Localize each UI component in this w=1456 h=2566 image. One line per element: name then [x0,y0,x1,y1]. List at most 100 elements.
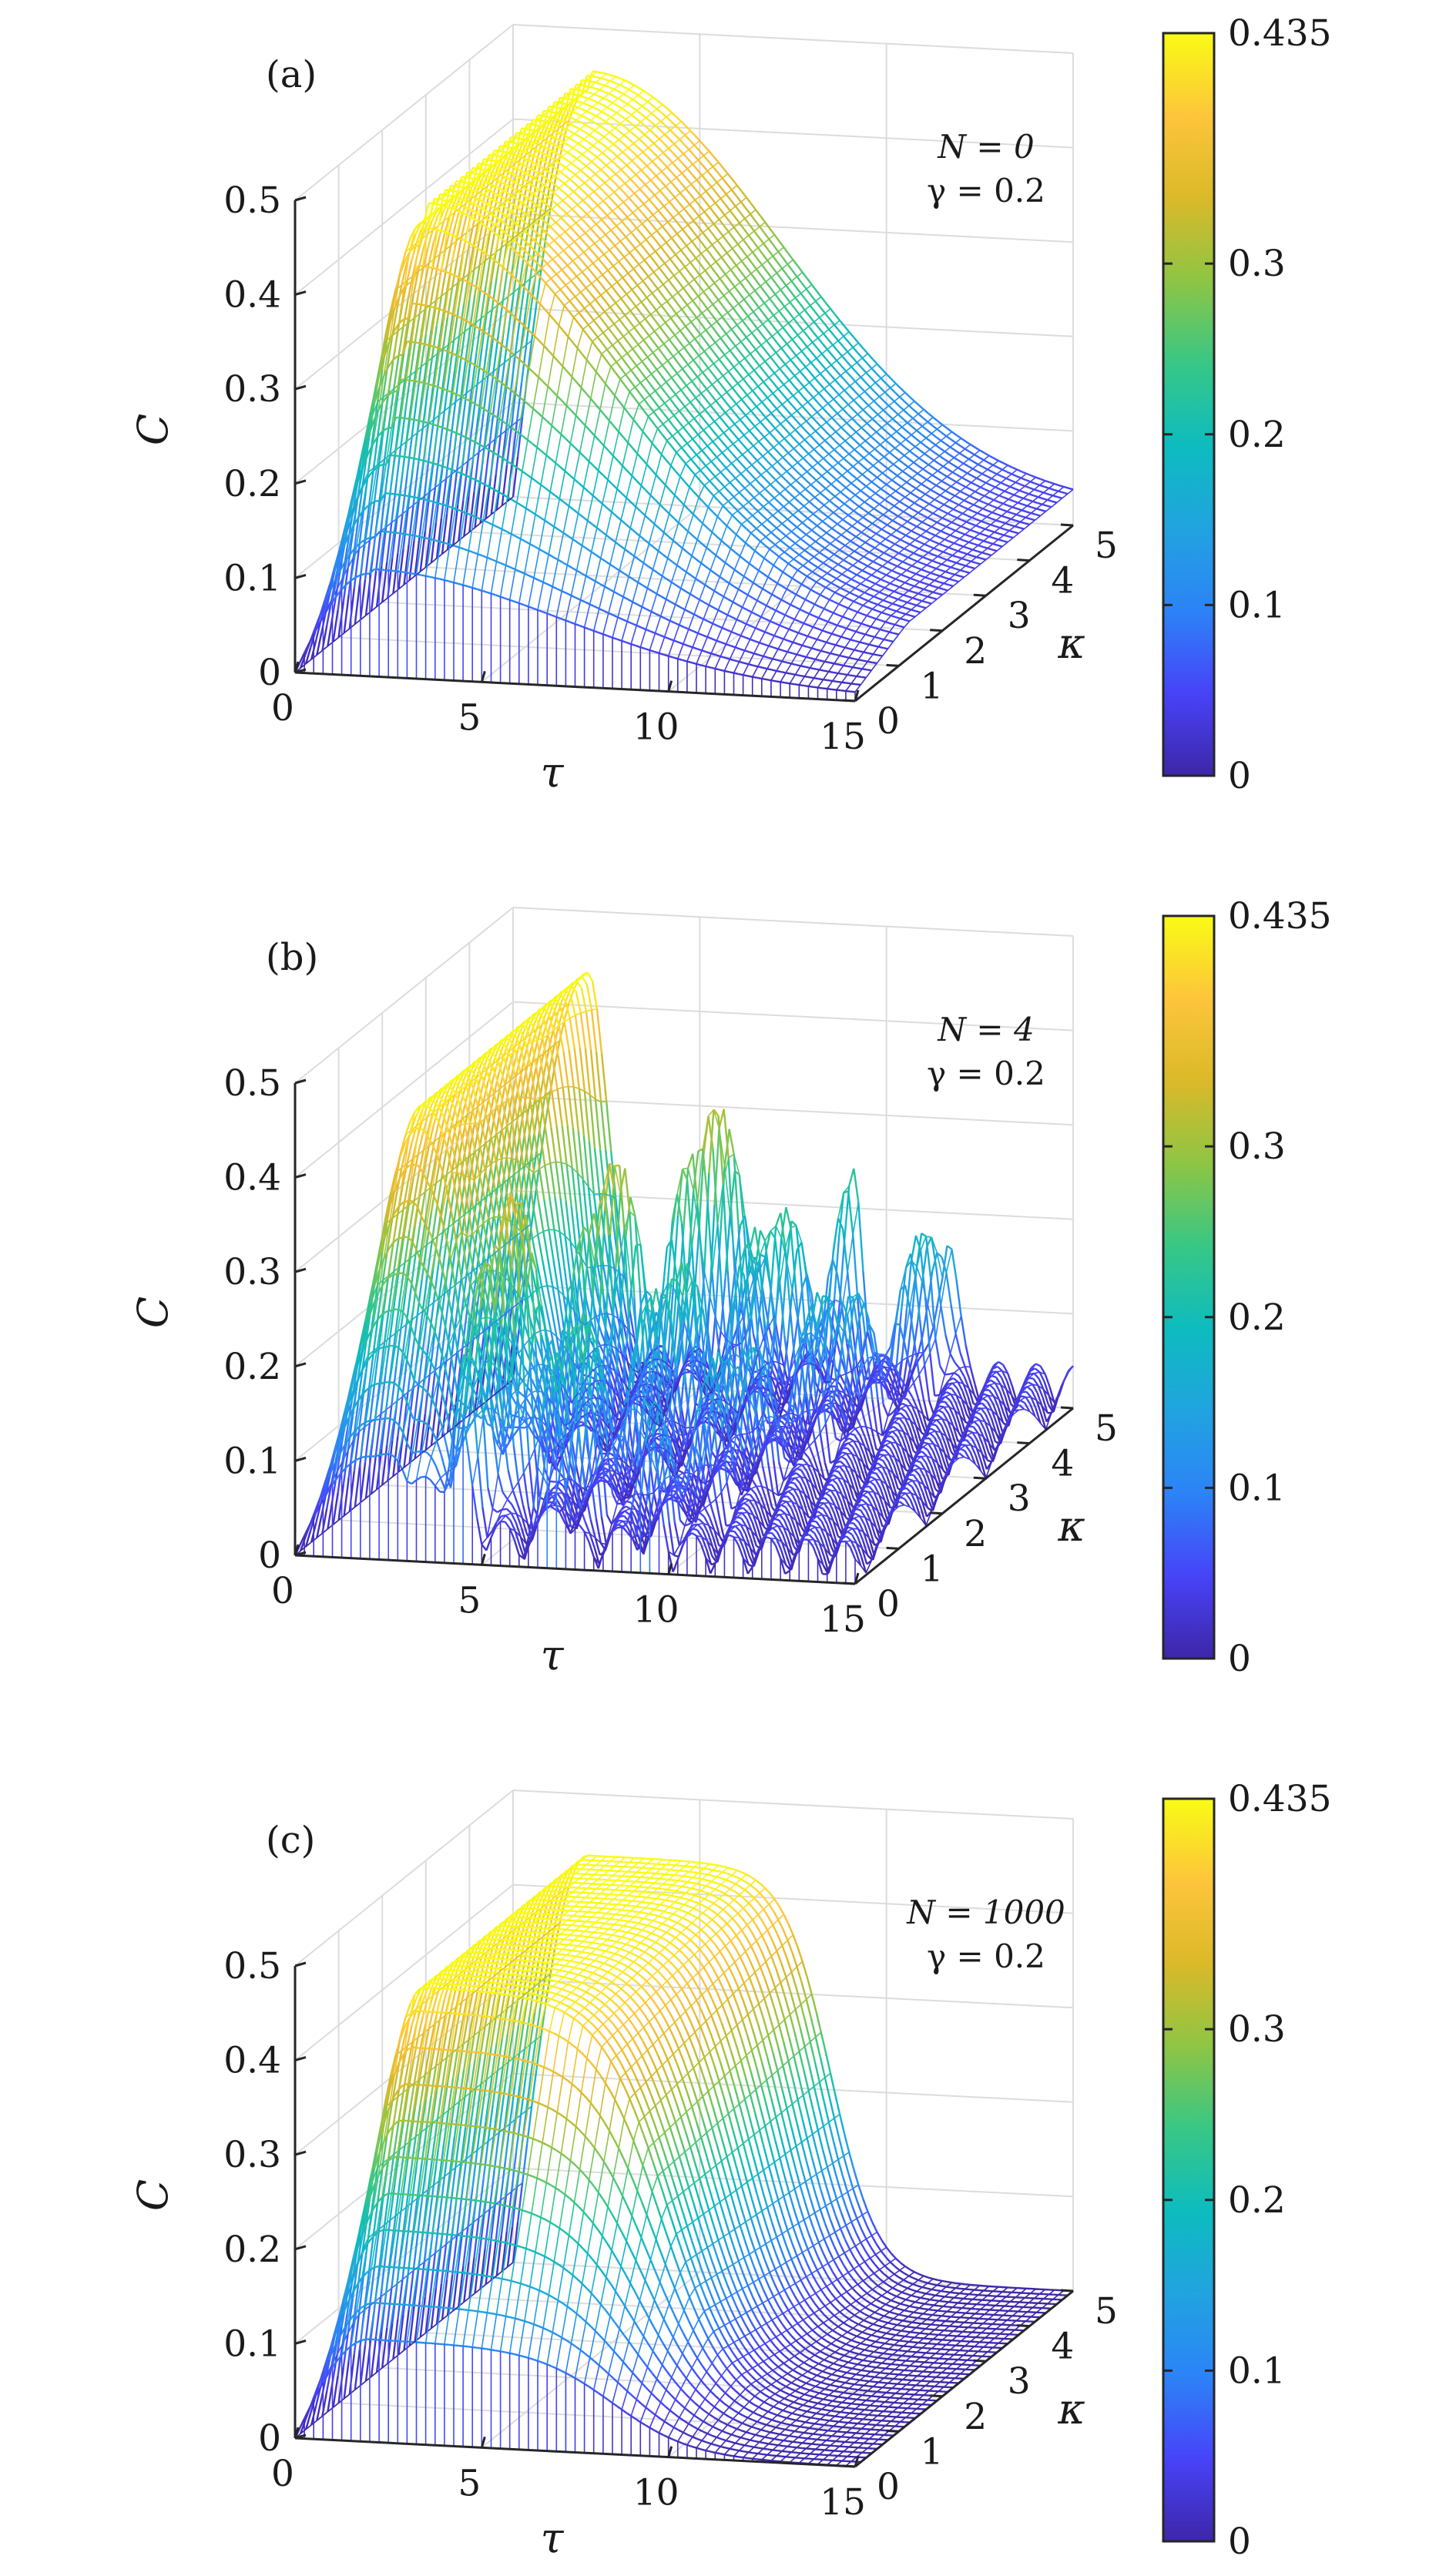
mesh-segment [667,211,674,219]
mesh-segment [843,335,850,343]
mesh-segment [583,96,589,100]
mesh-segment [739,351,746,359]
mesh-segment [485,166,492,178]
mesh-segment [637,207,644,215]
mesh-segment [714,411,721,418]
mesh-segment [623,134,630,140]
mesh-segment [750,464,757,471]
mesh-segment [672,424,679,433]
mesh-segment [878,549,885,554]
mesh-segment [810,666,815,670]
mesh-segment [1024,522,1030,526]
mesh-segment [810,416,817,423]
mesh-segment [773,497,780,503]
mesh-segment [687,158,694,166]
mesh-segment [597,326,604,334]
mesh-segment [1054,482,1060,487]
mesh-segment [733,297,740,305]
mesh-segment [557,254,564,261]
mesh-segment [871,427,877,433]
mesh-segment [478,185,485,190]
mesh-segment [713,282,720,290]
mesh-segment [711,176,718,183]
mesh-segment [872,515,879,520]
mesh-segment [636,156,643,162]
mesh-segment [757,585,763,590]
mesh-segment [676,176,683,184]
mesh-segment [513,287,521,323]
mesh-segment [567,109,573,113]
mesh-segment [509,176,517,198]
mesh-segment [1063,485,1069,489]
mesh-segment [693,348,700,357]
mesh-segment [799,683,804,687]
mesh-segment [403,544,410,585]
mesh-segment [802,457,809,464]
mesh-segment [657,210,664,217]
mesh-segment [602,97,609,102]
mesh-segment [770,484,776,490]
mesh-segment [938,586,944,590]
mesh-segment [710,551,717,556]
mesh-segment [871,473,878,478]
mesh-segment [1011,506,1018,510]
mesh-segment [854,649,860,652]
mesh-segment [613,323,620,331]
mesh-segment [838,663,844,667]
mesh-segment [480,179,485,183]
mesh-segment [469,180,476,191]
mesh-segment [593,190,599,197]
mesh-segment [619,130,626,136]
mesh-segment [965,527,971,532]
mesh-segment [794,488,801,495]
mesh-segment [756,395,763,403]
mesh-segment [867,606,873,610]
mesh-segment [629,129,636,136]
mesh-segment [990,484,996,488]
mesh-segment [648,93,654,99]
mesh-segment [842,518,848,524]
mesh-segment [643,193,650,200]
mesh-segment [535,242,542,275]
mesh-segment [761,523,767,529]
mesh-segment [653,341,659,349]
mesh-segment [877,603,883,608]
mesh-segment [1002,539,1008,543]
mesh-segment [775,418,782,425]
mesh-segment [617,147,624,153]
mesh-segment [443,216,451,234]
mesh-segment [488,193,495,216]
mesh-segment [592,145,599,150]
mesh-segment [764,631,770,635]
mesh-segment [827,412,833,419]
mesh-segment [737,233,744,241]
mesh-segment [582,102,589,106]
mesh-segment [695,327,702,335]
mesh-segment [440,541,446,545]
mesh-segment [895,616,901,620]
mesh-segment [676,362,683,370]
mesh-segment [414,338,421,371]
mesh-segment [820,475,827,481]
mesh-segment [585,601,591,605]
mesh-segment [705,259,712,267]
mesh-segment [751,515,758,521]
mesh-segment [532,408,538,414]
mesh-segment [893,455,900,461]
mesh-segment [821,520,828,526]
mesh-segment [740,330,747,338]
mesh-segment [595,115,602,120]
mesh-segment [649,384,656,392]
mesh-segment [789,492,796,499]
mesh-segment [574,296,581,304]
mesh-segment [641,160,648,167]
mesh-segment [1006,510,1012,515]
mesh-segment [692,438,699,446]
mesh-segment [653,523,660,529]
mesh-segment [762,455,768,462]
mesh-segment [508,146,515,149]
mesh-segment [735,264,742,273]
mesh-segment [528,146,534,150]
mesh-segment [911,485,917,490]
mesh-segment [479,221,486,226]
